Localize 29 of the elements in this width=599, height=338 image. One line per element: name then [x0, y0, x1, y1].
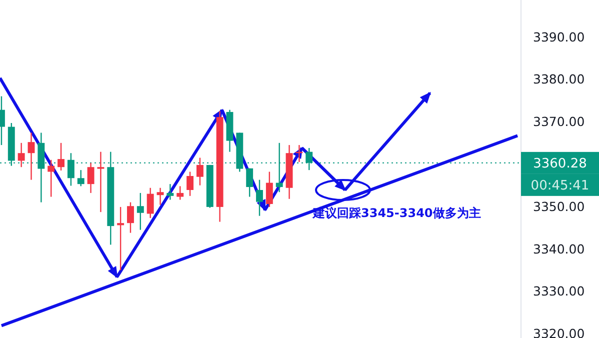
- candlestick: [77, 169, 84, 187]
- candlestick: [87, 162, 94, 194]
- y-tick-label: 3390.00: [533, 29, 585, 44]
- candlestick: [166, 183, 174, 200]
- y-tick-label: 3370.00: [533, 114, 585, 130]
- candlestick: [196, 157, 204, 186]
- candlestick: [28, 132, 35, 180]
- candlestick: [246, 168, 254, 198]
- candlestick: [117, 206, 124, 271]
- y-tick-label: 3340.00: [533, 241, 585, 256]
- candlestick: [176, 186, 184, 200]
- candlestick: [266, 171, 273, 208]
- candlestick: [97, 151, 104, 213]
- y-tick-label: 3330.00: [533, 284, 585, 299]
- ref-line-label: 3360.28: [533, 156, 587, 172]
- candlestick: [48, 159, 55, 198]
- candlestick: [67, 152, 74, 186]
- y-tick-label: 3320.00: [533, 326, 585, 338]
- candlestick: [156, 187, 164, 206]
- candlestick: [146, 187, 154, 219]
- candlestick: [18, 142, 25, 168]
- candlestick: [186, 171, 194, 197]
- candlestick: [136, 192, 144, 230]
- candlestick: [58, 142, 64, 172]
- y-tick-label: 3380.00: [533, 72, 585, 87]
- y-tick-label: 3350.00: [533, 198, 585, 214]
- candlestick: [256, 179, 263, 216]
- candlestick: [127, 202, 134, 234]
- text: 00:45:41: [530, 178, 590, 194]
